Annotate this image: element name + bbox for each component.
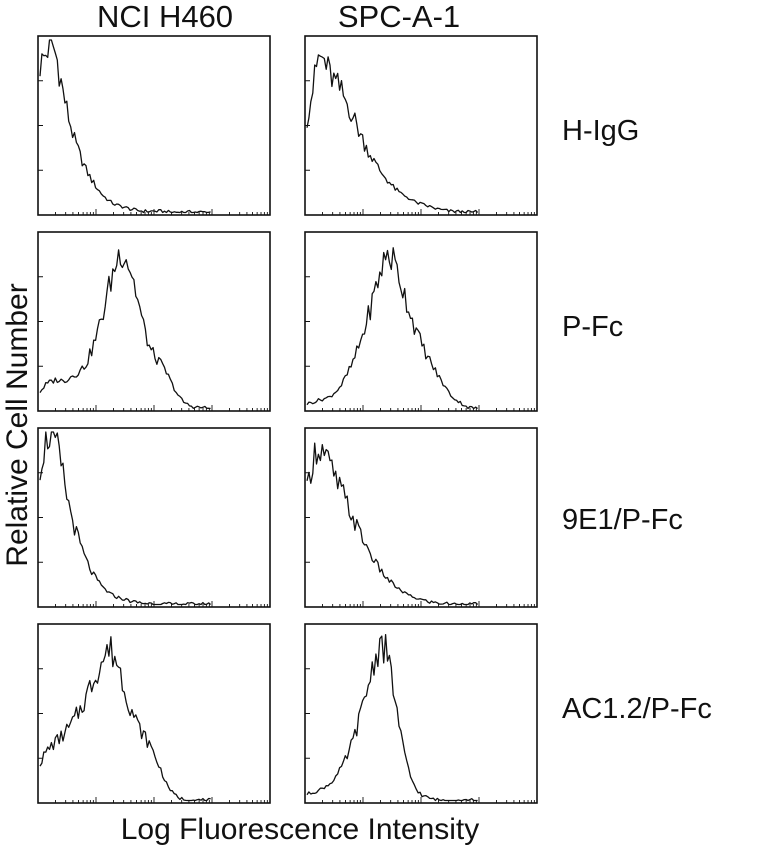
row-label-9e1-p-fc: 9E1/P-Fc [562, 504, 683, 536]
panel-frame [304, 623, 538, 804]
y-axis-title: Relative Cell Number [1, 283, 34, 566]
column-title-spc-a-1: SPC-A-1 [338, 0, 460, 34]
histogram-trace [306, 442, 479, 606]
histogram-trace [39, 431, 212, 606]
panel-frame [304, 35, 538, 216]
panel-frame [37, 35, 271, 216]
histogram-trace [39, 249, 211, 410]
histogram-trace [306, 633, 478, 802]
row-label-ac1-2-p-fc: AC1.2/P-Fc [562, 693, 712, 725]
panel-nci-h460-h-igg [37, 35, 271, 216]
panel-frame [37, 623, 271, 804]
panel-spc-a-1-9e1-p-fc [304, 427, 538, 608]
histogram-trace [39, 636, 211, 802]
column-title-nci-h460: NCI H460 [97, 0, 233, 34]
panel-frame [37, 427, 271, 608]
panel-spc-a-1-ac1-2-p-fc [304, 623, 538, 804]
panel-frame [304, 427, 538, 608]
panel-spc-a-1-p-fc [304, 231, 538, 412]
histogram-trace [306, 54, 479, 214]
panel-nci-h460-9e1-p-fc [37, 427, 271, 608]
panels-layer [37, 35, 538, 804]
row-label-h-igg: H-IgG [562, 115, 639, 147]
panel-frame [304, 231, 538, 412]
histogram-trace [306, 247, 478, 410]
row-label-p-fc: P-Fc [562, 311, 623, 343]
panel-nci-h460-p-fc [37, 231, 271, 412]
panel-nci-h460-ac1-2-p-fc [37, 623, 271, 804]
panel-spc-a-1-h-igg [304, 35, 538, 216]
histogram-trace [39, 39, 211, 214]
x-axis-title: Log Fluorescence Intensity [121, 813, 480, 846]
panel-frame [37, 231, 271, 412]
